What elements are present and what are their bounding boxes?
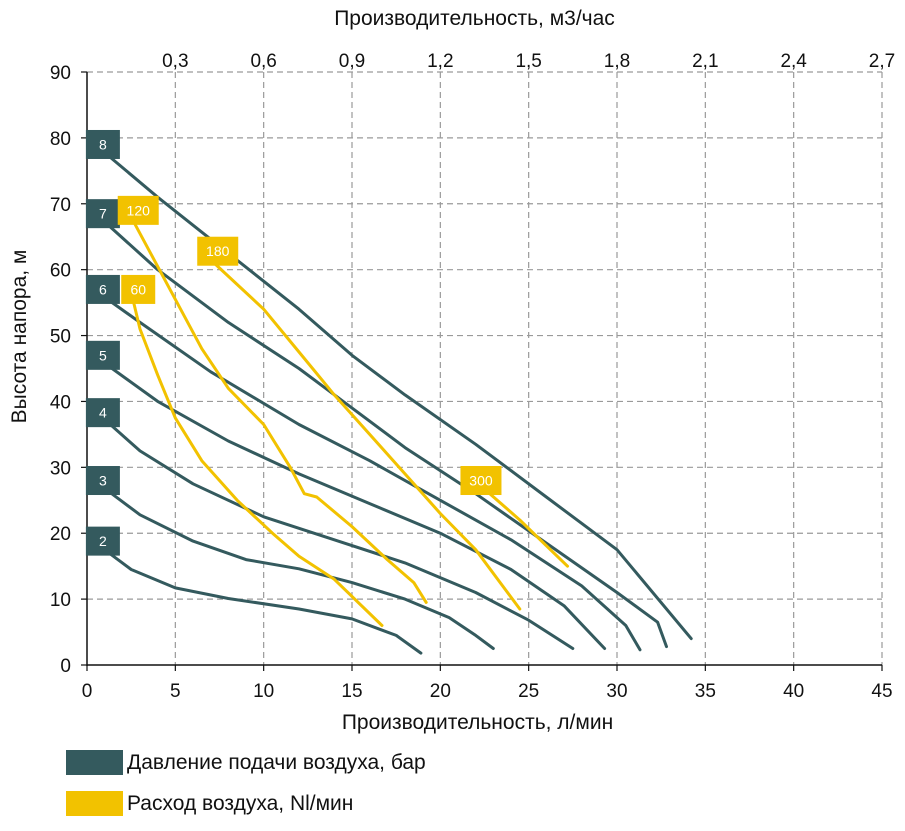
x2-tick-label: 1,2 (427, 51, 453, 72)
legend-item-air: Расход воздуха, Nl/мин (66, 791, 353, 816)
y-tick-label: 0 (60, 656, 71, 677)
y-tick-label: 50 (50, 327, 71, 348)
pressure-badge-label-4: 4 (99, 405, 107, 421)
x2-tick-label: 2,7 (869, 51, 895, 72)
pressure-badge-2 (85, 526, 120, 556)
y-tick-label: 80 (50, 129, 71, 150)
x-tick-label: 35 (695, 681, 716, 702)
air-badge-300 (460, 466, 502, 496)
x-tick-label: 20 (430, 681, 451, 702)
pressure-curve-8 (101, 149, 693, 641)
air-curve-120 (131, 218, 428, 604)
pressure-badge-7 (85, 199, 120, 229)
x-tick-label: 15 (341, 681, 362, 702)
air-badge-label-300: 300 (469, 473, 493, 489)
air-badge-60 (121, 274, 156, 304)
y-tick-label: 30 (50, 458, 71, 479)
x2-tick-label: 2,1 (692, 51, 718, 72)
x-tick-label: 30 (606, 681, 627, 702)
pressure-curve-6 (101, 294, 642, 652)
x2-tick-label: 1,5 (515, 51, 541, 72)
y-tick-label: 90 (50, 63, 71, 84)
pressure-badge-5 (85, 340, 120, 370)
pressure-badge-label-7: 7 (99, 206, 107, 222)
air-badge-120 (117, 195, 159, 225)
pressure-badge-label-8: 8 (99, 136, 107, 152)
pressure-curve-3 (101, 485, 495, 650)
pressure-badge-8 (85, 129, 120, 159)
x-axis-title: Производительность, л/мин (342, 711, 613, 734)
y-tick-label: 60 (50, 261, 71, 282)
x2-tick-label: 1,8 (604, 51, 630, 72)
x-tick-label: 40 (783, 681, 804, 702)
pressure-curve-2 (101, 546, 423, 655)
pressure-badge-3 (85, 466, 120, 496)
pressure-badge-4 (85, 398, 120, 428)
y-tick-label: 20 (50, 524, 71, 545)
x-tick-label: 45 (871, 681, 892, 702)
pressure-curve-5 (101, 360, 607, 650)
y-tick-label: 70 (50, 195, 71, 216)
y-tick-label: 40 (50, 392, 71, 413)
pressure-badge-label-5: 5 (99, 347, 107, 363)
x-tick-label: 5 (170, 681, 181, 702)
legend-swatch-air (66, 791, 123, 816)
pressure-badge-label-2: 2 (99, 533, 107, 549)
pressure-badge-6 (85, 274, 120, 304)
air-curve-60 (131, 297, 384, 627)
legend-swatch-pressure (66, 750, 123, 775)
air-curve-300 (488, 492, 569, 568)
legend-item-pressure: Давление подачи воздуха, бар (66, 750, 426, 775)
x2-tick-label: 0,3 (162, 51, 188, 72)
y-axis-title: Высота напора, м (8, 250, 31, 424)
y-tick-label: 10 (50, 590, 71, 611)
legend-label-air: Расход воздуха, Nl/мин (127, 791, 354, 815)
x-tick-label: 25 (518, 681, 539, 702)
air-badge-180 (197, 236, 239, 266)
air-badge-label-180: 180 (206, 243, 230, 259)
air-curve-180 (212, 261, 522, 611)
legend-label-pressure: Давление подачи воздуха, бар (127, 750, 426, 774)
pressure-curve-4 (101, 416, 575, 650)
pressure-badge-label-3: 3 (99, 473, 107, 489)
air-badge-label-120: 120 (127, 202, 151, 218)
x2-axis-title: Производительность, м3/час (334, 7, 615, 30)
pressure-curve-7 (101, 218, 668, 649)
x2-tick-label: 2,4 (780, 51, 807, 72)
x2-tick-label: 0,9 (339, 51, 365, 72)
pressure-badge-label-6: 6 (99, 281, 107, 297)
air-badge-label-60: 60 (130, 281, 146, 297)
x-tick-label: 10 (253, 681, 274, 702)
x-tick-label: 0 (82, 681, 93, 702)
x2-tick-label: 0,6 (250, 51, 276, 72)
